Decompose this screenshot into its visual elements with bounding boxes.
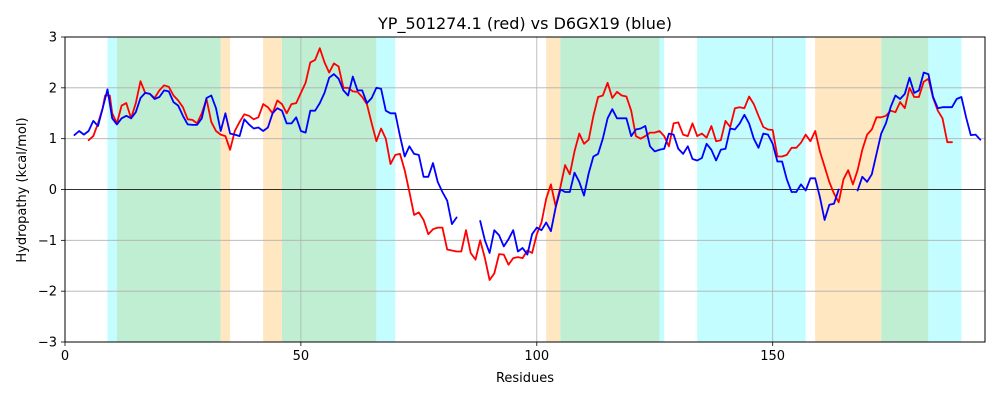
- red-series-line: [87, 47, 953, 281]
- blue-series-line: [479, 108, 840, 256]
- blue-series-line: [856, 71, 982, 192]
- y-axis-ticks: −3 −2 −1 0 1 2 3: [38, 31, 65, 351]
- x-tick-label: 100: [524, 349, 549, 364]
- y-tick-label: 2: [49, 81, 57, 96]
- x-tick-label: 50: [293, 349, 310, 364]
- y-tick-label: −2: [38, 285, 57, 300]
- y-tick-label: −1: [38, 234, 57, 249]
- y-tick-label: 1: [49, 132, 57, 147]
- series-lines: [73, 47, 982, 281]
- y-tick-label: 0: [49, 183, 57, 198]
- y-tick-label: −3: [38, 336, 57, 351]
- x-axis-label: Residues: [496, 371, 554, 386]
- y-axis-label: Hydropathy (kcal/mol): [15, 117, 30, 262]
- y-tick-label: 3: [49, 31, 57, 46]
- chart-title: YP_501274.1 (red) vs D6GX19 (blue): [377, 14, 672, 34]
- x-axis-ticks: 0 50 100 150: [61, 342, 785, 364]
- blue-series-line: [73, 73, 458, 226]
- x-tick-label: 150: [760, 349, 785, 364]
- x-tick-label: 0: [61, 349, 69, 364]
